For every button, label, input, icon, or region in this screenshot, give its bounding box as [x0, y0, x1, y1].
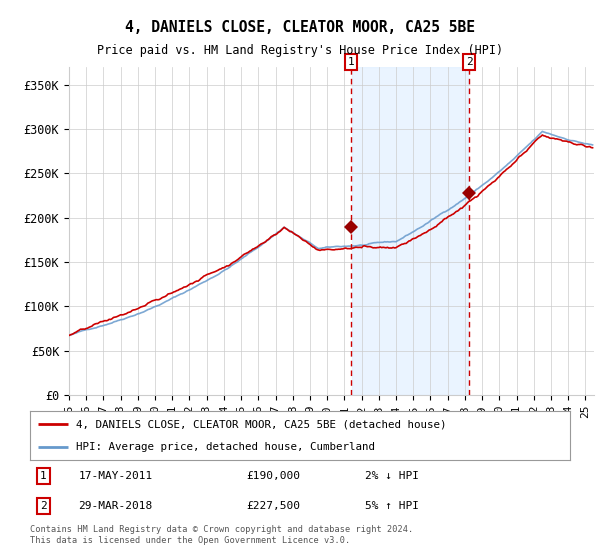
Text: 17-MAY-2011: 17-MAY-2011 — [79, 471, 153, 481]
Text: Price paid vs. HM Land Registry's House Price Index (HPI): Price paid vs. HM Land Registry's House … — [97, 44, 503, 57]
Text: 2% ↓ HPI: 2% ↓ HPI — [365, 471, 419, 481]
Text: 29-MAR-2018: 29-MAR-2018 — [79, 501, 153, 511]
Text: HPI: Average price, detached house, Cumberland: HPI: Average price, detached house, Cumb… — [76, 442, 375, 452]
Text: £190,000: £190,000 — [246, 471, 300, 481]
Text: £227,500: £227,500 — [246, 501, 300, 511]
Text: 2: 2 — [466, 57, 472, 67]
Text: 4, DANIELS CLOSE, CLEATOR MOOR, CA25 5BE (detached house): 4, DANIELS CLOSE, CLEATOR MOOR, CA25 5BE… — [76, 419, 446, 430]
Text: 2: 2 — [40, 501, 47, 511]
Text: 4, DANIELS CLOSE, CLEATOR MOOR, CA25 5BE: 4, DANIELS CLOSE, CLEATOR MOOR, CA25 5BE — [125, 20, 475, 35]
Text: 1: 1 — [40, 471, 47, 481]
Text: 1: 1 — [347, 57, 354, 67]
Text: Contains HM Land Registry data © Crown copyright and database right 2024.
This d: Contains HM Land Registry data © Crown c… — [30, 525, 413, 545]
Text: 5% ↑ HPI: 5% ↑ HPI — [365, 501, 419, 511]
